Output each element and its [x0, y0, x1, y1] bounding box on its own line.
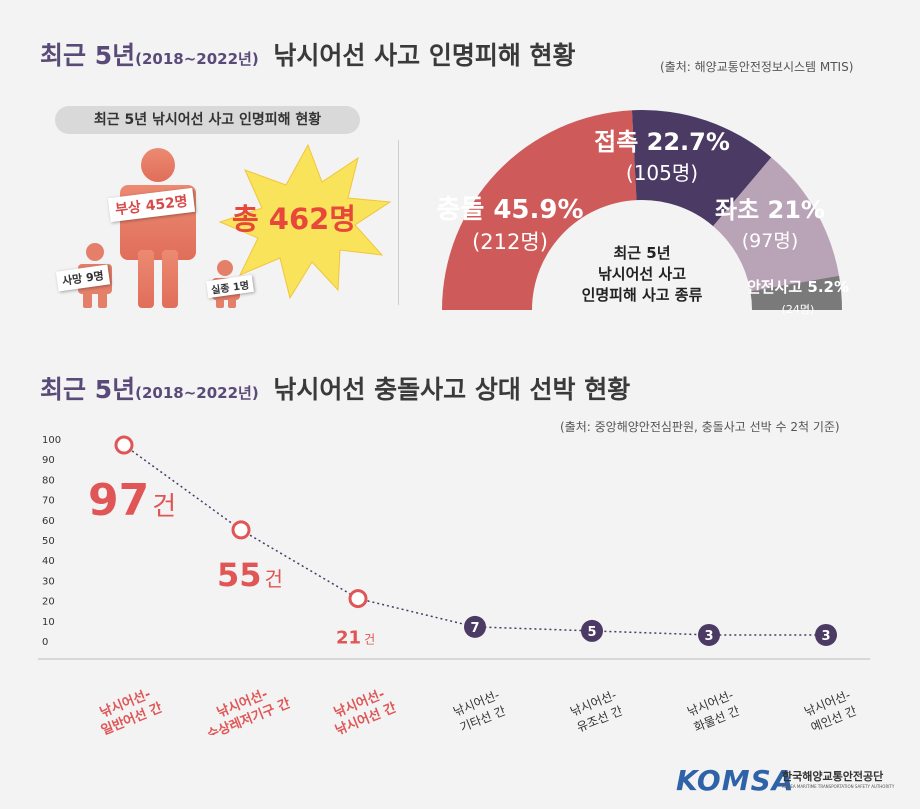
data-label-3: 7: [470, 621, 479, 636]
data-label-1: 55 건: [217, 556, 283, 594]
source-note-1: (출처: 해양교통안전정보시스템 MTIS): [660, 60, 854, 74]
y-tick-label: 70: [42, 496, 55, 507]
donut-count-3: (24명): [782, 303, 815, 316]
data-point-0: [114, 435, 134, 455]
donut-center-line-0: 최근 5년: [613, 244, 670, 262]
data-label-5: 3: [704, 629, 713, 644]
category-label-3: 낚시어선-기타선 간: [451, 688, 507, 735]
category-label-1: 낚시어선-수상레저기구 간: [205, 686, 293, 735]
page-title-casualty: 최근 5년(2018~2022년) 낚시어선 사고 인명피해 현황: [40, 36, 576, 72]
starburst-icon: [218, 143, 392, 300]
y-tick-label: 0: [42, 637, 48, 648]
data-point-2: [348, 589, 368, 609]
donut-label-3: 안전사고 5.2%: [747, 278, 849, 296]
total-label: 총 462명: [232, 202, 356, 236]
category-label-0: 낚시어선-일반어선 간: [98, 686, 165, 735]
person-large-icon: [120, 148, 196, 308]
y-tick-label: 60: [42, 516, 55, 527]
y-tick-label: 90: [42, 455, 55, 466]
source-note-2: (출처: 중앙해양안전심판원, 충돌사고 선박 수 2척 기준): [560, 420, 840, 434]
y-tick-label: 30: [42, 576, 55, 587]
donut-count-0: (212명): [472, 230, 548, 254]
donut-label-1: 접촉 22.7%: [594, 128, 730, 156]
title2-text: 낚시어선 충돌사고 상대 선박 현황: [273, 375, 631, 404]
y-tick-label: 50: [42, 536, 55, 547]
donut-label-2: 좌초 21%: [715, 196, 825, 224]
category-label-2: 낚시어선-낚시어선 간: [332, 686, 399, 735]
logo-name-en: KOREA MARITIME TRANSPORTATION SAFETY AUT…: [782, 784, 895, 789]
title-years: (2018~2022년): [135, 50, 259, 68]
donut-slice-1: [631, 110, 772, 227]
category-label-5: 낚시어선-화물선 간: [685, 688, 741, 735]
data-point-4: [581, 619, 603, 642]
category-label-4: 낚시어선-유조선 간: [568, 688, 624, 735]
data-point-6: [815, 623, 837, 646]
title2-period: 최근 5년: [40, 375, 136, 404]
donut-slice-3: [750, 275, 842, 310]
data-label-6: 3: [821, 629, 830, 644]
donut-slice-0: [442, 110, 637, 310]
donut-center-line-2: 인명피해 사고 종류: [582, 286, 703, 304]
series-line: [123, 444, 826, 636]
donut-count-1: (105명): [626, 161, 698, 185]
data-label-4: 5: [587, 625, 596, 640]
y-tick-label: 100: [42, 435, 61, 446]
komsa-logo: KOMSA: [676, 764, 795, 797]
title2-years: (2018~2022년): [135, 384, 259, 402]
data-label-2: 21 건: [336, 628, 375, 649]
title-period: 최근 5년: [40, 41, 136, 70]
donut-slice-2: [713, 157, 840, 292]
data-label-0: 97 건: [88, 475, 176, 526]
page-title-collision: 최근 5년(2018~2022년) 낚시어선 충돌사고 상대 선박 현황: [40, 370, 630, 406]
y-tick-label: 80: [42, 475, 55, 486]
y-tick-label: 40: [42, 556, 55, 567]
donut-count-2: (97명): [742, 230, 798, 252]
data-point-1: [231, 520, 251, 540]
y-tick-label: 10: [42, 617, 55, 628]
y-tick-label: 20: [42, 597, 55, 608]
data-point-5: [698, 623, 720, 646]
title-text: 낚시어선 사고 인명피해 현황: [273, 41, 576, 70]
donut-label-0: 충돌 45.9%: [436, 195, 583, 225]
section-divider: [398, 140, 399, 305]
casualty-pill: 최근 5년 낚시어선 사고 인명피해 현황: [55, 106, 360, 134]
donut-center-line-1: 낚시어선 사고: [598, 265, 686, 283]
category-label-6: 낚시어선-예인선 간: [802, 688, 858, 735]
logo-name-ko: 한국해양교통안전공단: [782, 770, 884, 783]
injury-type-donut: 충돌 45.9% (212명) 접촉 22.7% (105명) 좌초 21% (97명) 안…: [436, 110, 849, 316]
data-point-3: [464, 615, 486, 638]
